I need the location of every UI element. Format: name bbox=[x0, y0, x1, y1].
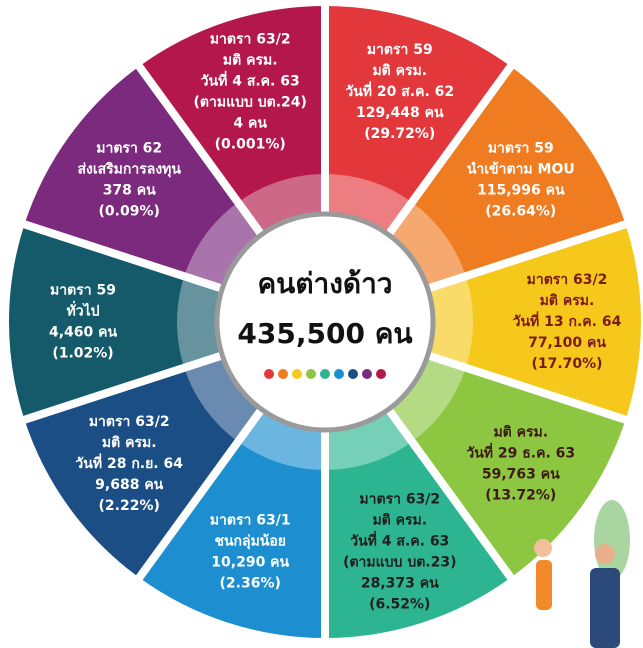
total: 435,500 คน bbox=[237, 317, 412, 350]
segment-label: มติ ครม. bbox=[540, 293, 595, 309]
segment-label: (ตามแบบ บต.24) bbox=[193, 94, 306, 110]
person bbox=[590, 568, 620, 648]
segment-label: 4 คน bbox=[233, 115, 267, 131]
segment-label: มาตรา 63/2 bbox=[210, 31, 291, 47]
segment-label: วันที่ 28 ก.ย. 64 bbox=[75, 453, 183, 472]
segment-label: มาตรา 59 bbox=[50, 283, 116, 299]
segment bbox=[321, 219, 643, 425]
person bbox=[536, 560, 552, 610]
segment-label: วันที่ 4 ส.ค. 63 bbox=[350, 531, 449, 550]
dots bbox=[264, 369, 386, 379]
segment-label: มาตรา 63/2 bbox=[527, 272, 608, 288]
segment-label: (0.09%) bbox=[99, 203, 160, 219]
segment-label: (29.72%) bbox=[364, 126, 435, 142]
segment-label: ชนกลุ่มน้อย bbox=[214, 534, 286, 550]
dot bbox=[376, 369, 386, 379]
dot bbox=[264, 369, 274, 379]
segment-label: (17.70%) bbox=[531, 356, 602, 372]
dot bbox=[292, 369, 302, 379]
segment bbox=[1, 219, 329, 425]
labels: มาตรา 59 มติ ครม. วันที่ 20 ส.ค. 62 129,448… bbox=[49, 31, 622, 612]
segment-label: มติ ครม. bbox=[372, 513, 427, 529]
segment-label: (0.001%) bbox=[215, 136, 286, 152]
segment-label: วันที่ 20 ส.ค. 62 bbox=[345, 81, 454, 100]
segment-label: (26.64%) bbox=[485, 203, 556, 219]
dot bbox=[348, 369, 358, 379]
segment-label: (2.36%) bbox=[220, 576, 281, 592]
segment-label: ทั่วไป bbox=[66, 301, 99, 320]
dot bbox=[334, 369, 344, 379]
segment-label: มาตรา 62 bbox=[96, 140, 162, 156]
segment-label: 4,460 คน bbox=[49, 325, 118, 341]
illustration bbox=[534, 500, 630, 648]
segment-label: 28,373 คน bbox=[361, 576, 439, 592]
segment-label: มติ ครม. bbox=[493, 425, 548, 441]
segment-label: 129,448 คน bbox=[356, 105, 444, 121]
segment-label: (ตามแบบ บต.23) bbox=[343, 555, 456, 571]
segment-label: 378 คน bbox=[103, 182, 156, 198]
segment-label: 59,763 คน bbox=[482, 467, 560, 483]
segment-label: 115,996 คน bbox=[477, 182, 565, 198]
segment-label: มาตรา 63/2 bbox=[89, 414, 170, 430]
segment-label: 9,688 คน bbox=[95, 477, 164, 493]
segment-label: ส่งเสริมการลงทุน bbox=[77, 161, 181, 177]
dot bbox=[278, 369, 288, 379]
dot bbox=[306, 369, 316, 379]
segment-label: มติ ครม. bbox=[223, 52, 278, 68]
dot bbox=[362, 369, 372, 379]
segment-label: (6.52%) bbox=[369, 597, 430, 613]
segment-label: มาตรา 59 bbox=[488, 140, 554, 156]
segment-label: มติ ครม. bbox=[102, 435, 157, 451]
segment-label: วันที่ 4 ส.ค. 63 bbox=[201, 70, 300, 89]
person-head bbox=[534, 539, 552, 557]
segment-label: มาตรา 63/2 bbox=[359, 492, 440, 508]
segment-label: นำเข้าตาม MOU bbox=[467, 161, 575, 177]
segment-label: (13.72%) bbox=[485, 488, 556, 504]
segment-label: 77,100 คน bbox=[528, 335, 606, 351]
segment-label: วันที่ 13 ก.ค. 64 bbox=[513, 311, 622, 330]
person-head bbox=[595, 544, 615, 564]
segment-label: 10,290 คน bbox=[211, 555, 289, 571]
dot bbox=[320, 369, 330, 379]
segment-label: (1.02%) bbox=[52, 346, 113, 362]
segment-label: วันที่ 29 ธ.ค. 63 bbox=[466, 443, 575, 462]
segment-label: มติ ครม. bbox=[372, 63, 427, 79]
title: คนต่างด้าว bbox=[257, 267, 392, 300]
segment-label: มาตรา 63/1 bbox=[210, 513, 291, 529]
segment-label: มาตรา 59 bbox=[367, 42, 433, 58]
segment-label: (2.22%) bbox=[99, 498, 160, 514]
